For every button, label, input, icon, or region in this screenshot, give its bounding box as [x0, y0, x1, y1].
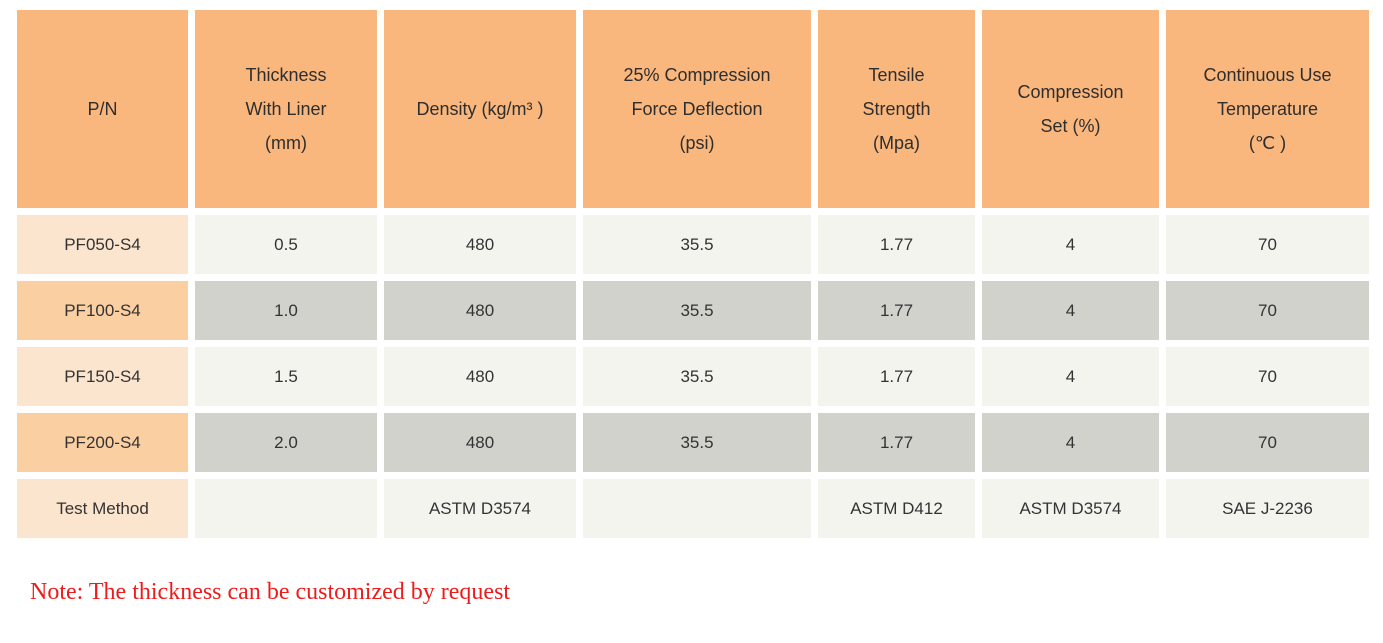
cell-compression-set: 4 — [982, 413, 1159, 472]
header-cell-density: Density (kg/m³ ) — [384, 10, 576, 208]
cell-compression-force-deflection: 35.5 — [583, 347, 811, 406]
cell-thickness: 1.0 — [195, 281, 377, 340]
cell-compression-set: 4 — [982, 281, 1159, 340]
cell-compression-set: 4 — [982, 347, 1159, 406]
header-row: P/N Thickness With Liner (mm) Density (k… — [17, 10, 1369, 208]
cell-continuous-use-temperature: 70 — [1166, 413, 1369, 472]
table-row-pf150: PF150-S4 1.5 480 35.5 1.77 4 70 — [17, 347, 1369, 406]
row-label-pn: PF050-S4 — [17, 215, 188, 274]
cell-density: 480 — [384, 281, 576, 340]
table-row-pf100: PF100-S4 1.0 480 35.5 1.77 4 70 — [17, 281, 1369, 340]
header-cell-compression-set: Compression Set (%) — [982, 10, 1159, 208]
cell-compression-force-deflection: 35.5 — [583, 413, 811, 472]
cell-thickness: 1.5 — [195, 347, 377, 406]
table-row-pf200: PF200-S4 2.0 480 35.5 1.77 4 70 — [17, 413, 1369, 472]
cell-thickness: 0.5 — [195, 215, 377, 274]
cell-tensile-strength: 1.77 — [818, 215, 975, 274]
cell-tensile-strength: 1.77 — [818, 347, 975, 406]
cell-compression-force-deflection-test-method — [583, 479, 811, 538]
cell-continuous-use-temperature-test-method: SAE J-2236 — [1166, 479, 1369, 538]
cell-continuous-use-temperature: 70 — [1166, 347, 1369, 406]
spec-table: P/N Thickness With Liner (mm) Density (k… — [10, 3, 1376, 545]
cell-continuous-use-temperature: 70 — [1166, 281, 1369, 340]
cell-thickness: 2.0 — [195, 413, 377, 472]
cell-compression-force-deflection: 35.5 — [583, 281, 811, 340]
cell-continuous-use-temperature: 70 — [1166, 215, 1369, 274]
cell-compression-set: 4 — [982, 215, 1159, 274]
header-cell-thickness: Thickness With Liner (mm) — [195, 10, 377, 208]
cell-thickness-test-method — [195, 479, 377, 538]
header-cell-pn: P/N — [17, 10, 188, 208]
cell-tensile-strength-test-method: ASTM D412 — [818, 479, 975, 538]
row-label-test-method: Test Method — [17, 479, 188, 538]
row-label-pn: PF100-S4 — [17, 281, 188, 340]
header-cell-tensile-strength: Tensile Strength (Mpa) — [818, 10, 975, 208]
cell-density: 480 — [384, 413, 576, 472]
cell-density: 480 — [384, 347, 576, 406]
row-label-pn: PF200-S4 — [17, 413, 188, 472]
cell-compression-set-test-method: ASTM D3574 — [982, 479, 1159, 538]
cell-compression-force-deflection: 35.5 — [583, 215, 811, 274]
cell-density: 480 — [384, 215, 576, 274]
cell-density-test-method: ASTM D3574 — [384, 479, 576, 538]
row-label-pn: PF150-S4 — [17, 347, 188, 406]
cell-tensile-strength: 1.77 — [818, 413, 975, 472]
cell-tensile-strength: 1.77 — [818, 281, 975, 340]
note-text: Note: The thickness can be customized by… — [30, 579, 511, 605]
table-row-test-method: Test Method ASTM D3574 ASTM D412 ASTM D3… — [17, 479, 1369, 538]
header-cell-continuous-use-temperature: Continuous Use Temperature (℃ ) — [1166, 10, 1369, 208]
table-row-pf050: PF050-S4 0.5 480 35.5 1.77 4 70 — [17, 215, 1369, 274]
header-cell-compression-force-deflection: 25% Compression Force Deflection (psi) — [583, 10, 811, 208]
